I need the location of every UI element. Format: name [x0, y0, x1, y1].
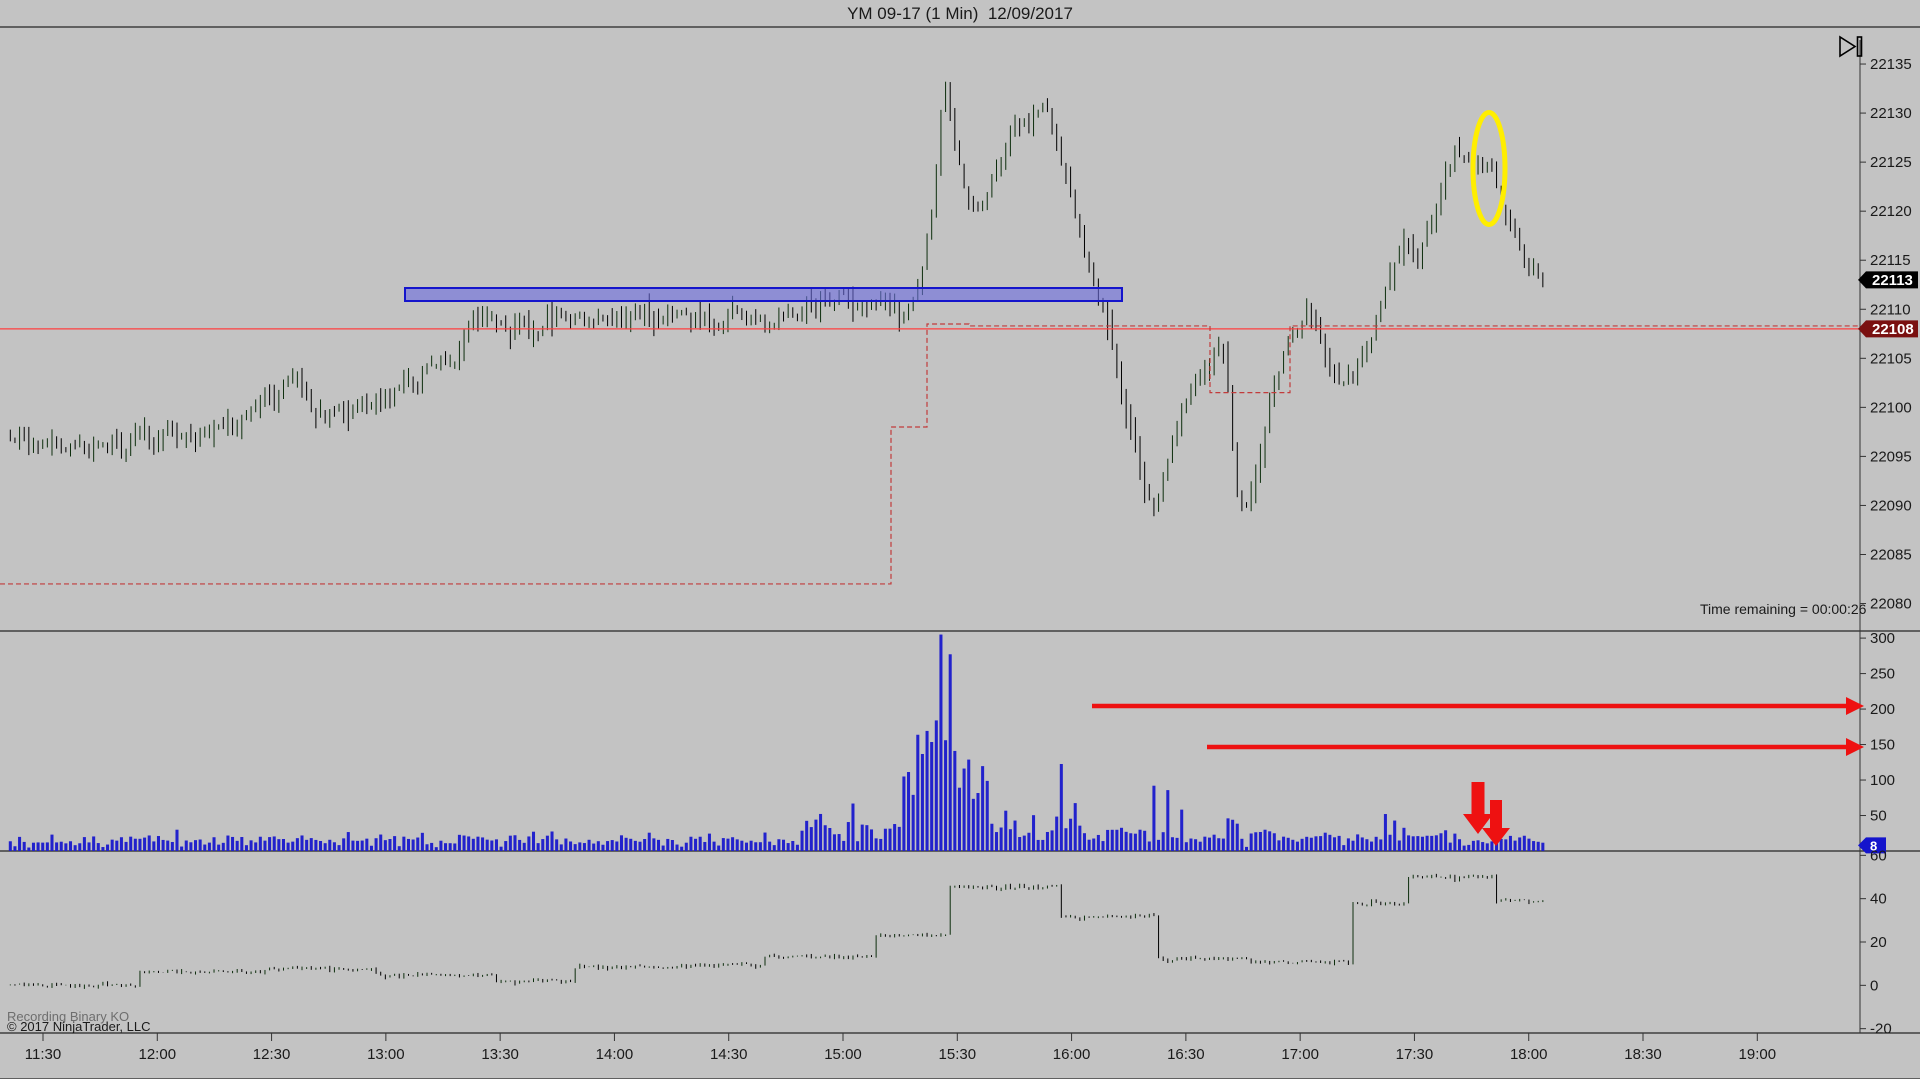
svg-text:13:00: 13:00: [367, 1046, 405, 1063]
svg-text:18:30: 18:30: [1624, 1046, 1662, 1063]
svg-text:22105: 22105: [1870, 350, 1912, 367]
svg-text:150: 150: [1870, 737, 1895, 754]
svg-text:22080: 22080: [1870, 596, 1912, 613]
svg-text:22108: 22108: [1872, 321, 1914, 338]
svg-text:22135: 22135: [1870, 56, 1912, 73]
svg-text:50: 50: [1870, 808, 1887, 825]
svg-text:-20: -20: [1870, 1021, 1892, 1038]
svg-text:16:30: 16:30: [1167, 1046, 1205, 1063]
svg-text:20: 20: [1870, 934, 1887, 951]
svg-text:22100: 22100: [1870, 399, 1912, 416]
svg-text:17:30: 17:30: [1396, 1046, 1434, 1063]
svg-text:60: 60: [1870, 847, 1887, 864]
svg-text:22115: 22115: [1870, 252, 1911, 269]
svg-text:14:30: 14:30: [710, 1046, 748, 1063]
svg-text:16:00: 16:00: [1053, 1046, 1091, 1063]
svg-text:250: 250: [1870, 666, 1895, 683]
svg-text:40: 40: [1870, 891, 1887, 908]
svg-text:22095: 22095: [1870, 448, 1912, 465]
svg-text:100: 100: [1870, 772, 1895, 789]
svg-text:22085: 22085: [1870, 546, 1912, 563]
svg-text:19:00: 19:00: [1739, 1046, 1777, 1063]
svg-text:22125: 22125: [1870, 154, 1912, 171]
svg-text:17:00: 17:00: [1281, 1046, 1319, 1063]
svg-text:13:30: 13:30: [481, 1046, 519, 1063]
svg-text:22130: 22130: [1870, 105, 1912, 122]
svg-text:12:00: 12:00: [139, 1046, 177, 1063]
svg-text:300: 300: [1870, 630, 1895, 647]
svg-text:15:30: 15:30: [939, 1046, 977, 1063]
svg-text:22120: 22120: [1870, 203, 1912, 220]
svg-text:14:00: 14:00: [596, 1046, 634, 1063]
svg-text:200: 200: [1870, 701, 1895, 718]
svg-text:12:30: 12:30: [253, 1046, 291, 1063]
svg-text:11:30: 11:30: [25, 1046, 61, 1063]
svg-text:18:00: 18:00: [1510, 1046, 1548, 1063]
svg-text:22110: 22110: [1870, 301, 1911, 318]
svg-text:0: 0: [1870, 977, 1878, 994]
svg-text:22090: 22090: [1870, 497, 1912, 514]
svg-text:15:00: 15:00: [824, 1046, 862, 1063]
svg-text:22113: 22113: [1872, 272, 1913, 289]
